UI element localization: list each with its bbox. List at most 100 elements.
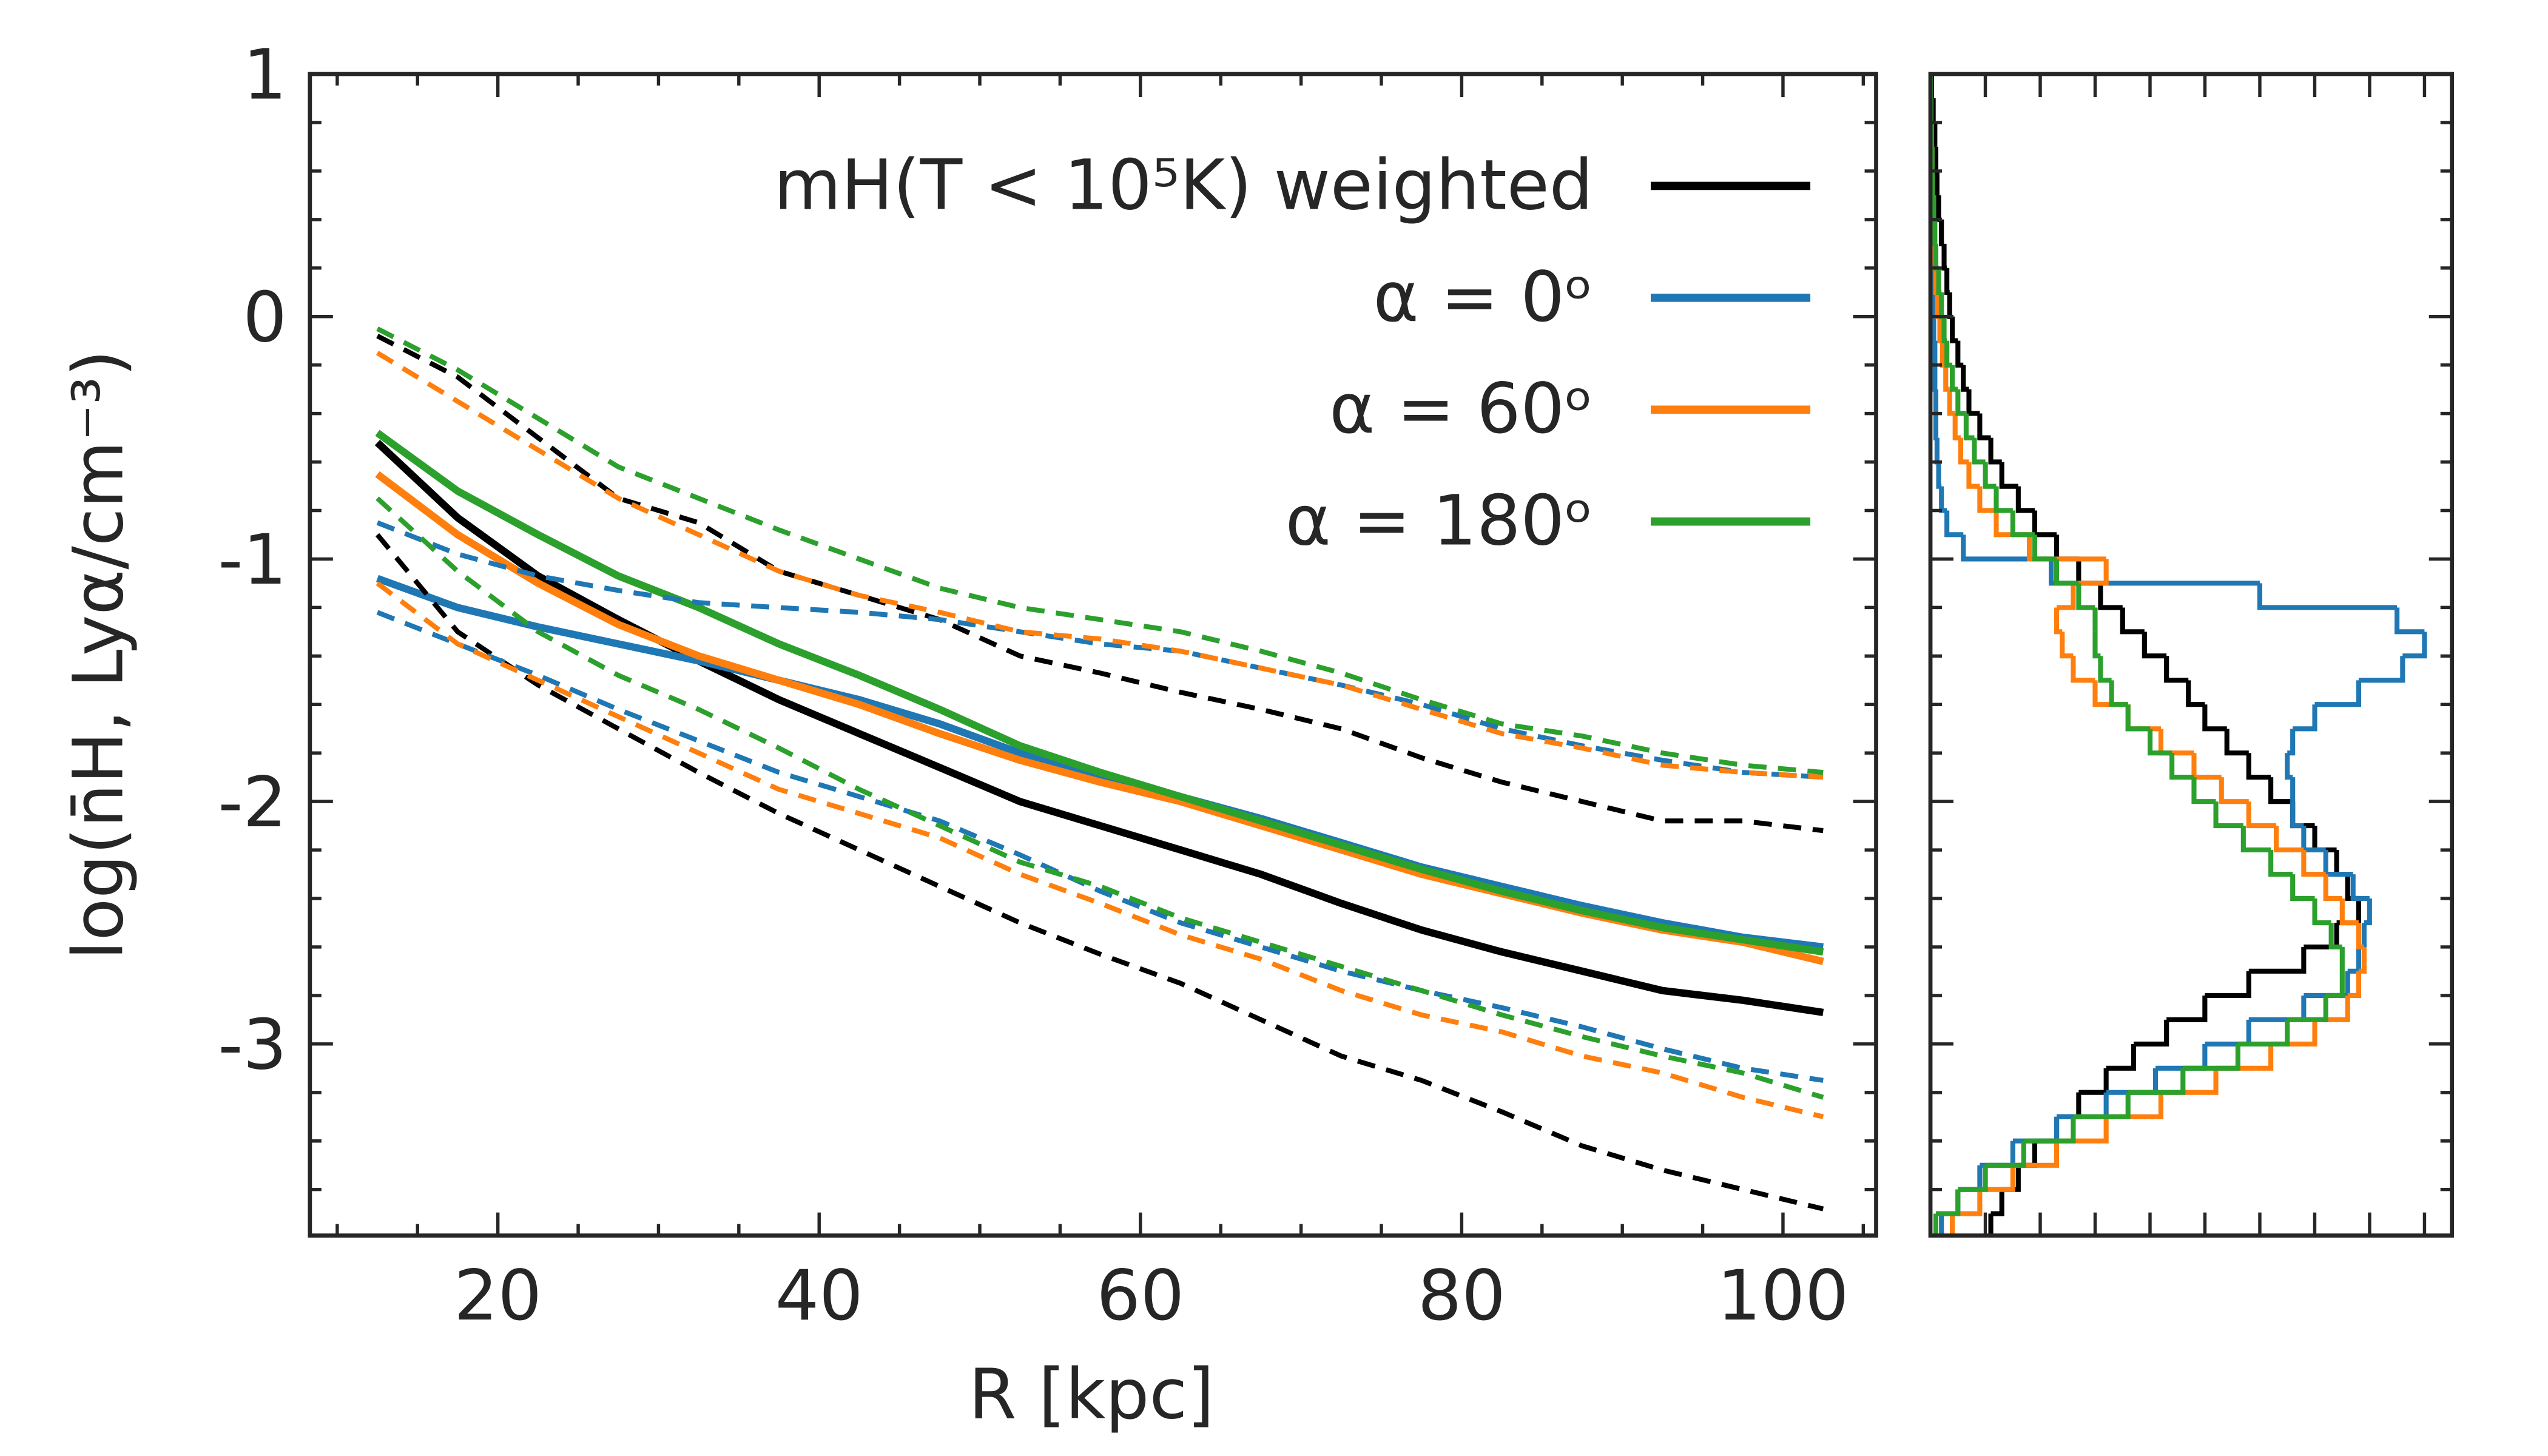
histogram-step [2191, 753, 2222, 780]
histogram-step [2076, 559, 2101, 586]
histogram-step [2142, 632, 2167, 659]
histogram-step [2287, 995, 2328, 1022]
histogram-step [1930, 171, 1935, 198]
histogram-step [2018, 1141, 2038, 1168]
histogram-step [2240, 826, 2271, 853]
histogram-step [1930, 1213, 1944, 1236]
histogram-step [1936, 195, 1942, 222]
histogram-step [1933, 243, 1939, 271]
series-line [376, 351, 1824, 780]
y-tick-label: -2 [218, 762, 287, 843]
histogram-step [1980, 1141, 2015, 1168]
histogram-step [1999, 462, 2018, 489]
histogram-step [2248, 995, 2307, 1022]
histogram-step [2312, 898, 2331, 926]
histogram-step [1952, 1189, 1983, 1216]
histogram-step [2054, 559, 2079, 586]
histogram-step [2202, 704, 2227, 732]
histogram-step [2001, 1165, 2021, 1192]
histogram-step [2125, 704, 2151, 732]
histogram-step [2323, 849, 2353, 877]
histogram-step [2246, 801, 2277, 829]
plot-frame [308, 72, 1878, 1238]
histogram-step [1930, 98, 1936, 126]
histogram-step [2054, 607, 2063, 635]
histogram-step [2155, 1043, 2208, 1071]
legend-label: α = 60ᵒ [1329, 368, 1593, 449]
legend-label: α = 0ᵒ [1373, 257, 1593, 337]
histogram-step [2098, 583, 2123, 610]
histogram-step [2098, 656, 2112, 683]
histogram-step [1972, 437, 1986, 465]
histogram-step [2164, 656, 2189, 683]
histogram-step [1937, 316, 1943, 343]
histogram-step [2073, 559, 2109, 586]
histogram-step [2012, 1116, 2060, 1144]
histogram-step [2106, 1043, 2137, 1071]
histogram-step [2071, 656, 2095, 683]
histogram-step [2216, 1043, 2274, 1071]
histogram-step [1930, 292, 1936, 319]
histogram-step [2125, 704, 2161, 732]
histogram-step [2183, 1043, 2240, 1071]
histogram-step [2268, 777, 2293, 804]
histogram-step [2356, 923, 2364, 950]
series-line [376, 581, 1824, 1119]
histogram-step [2160, 1068, 2219, 1095]
histogram-step [2274, 826, 2304, 853]
histogram-step [2323, 874, 2342, 902]
histogram-step [2287, 729, 2296, 756]
histogram-step [1977, 413, 1991, 440]
histogram-step [2257, 583, 2398, 610]
histogram-step [1955, 389, 1966, 416]
histogram-step [2205, 971, 2251, 999]
y-tick-label: -3 [218, 1005, 287, 1085]
histogram-step [1933, 146, 1939, 174]
histogram-step [2106, 1068, 2159, 1095]
y-tick-label: 0 [243, 277, 286, 357]
histogram-step [1932, 123, 1938, 149]
histogram-step [2224, 729, 2249, 756]
series-line [376, 610, 1824, 1083]
histogram-step [2402, 632, 2427, 659]
histogram-step [2358, 656, 2405, 683]
histogram-step [1941, 243, 1947, 271]
histogram-step [1966, 389, 1980, 416]
series-line [376, 575, 1824, 951]
histogram-step [1950, 316, 1958, 343]
histogram-step [2237, 1019, 2290, 1047]
histogram-step [2010, 510, 2035, 538]
histogram-step [1930, 1213, 1994, 1236]
y-axis-label: log(n̄H, Lyα/cm⁻³) [58, 349, 139, 960]
histogram-step [2285, 753, 2293, 780]
histogram-step [1990, 1189, 2004, 1216]
histogram-step [1958, 437, 1969, 465]
histogram-step [1935, 1189, 1961, 1216]
series-line [376, 326, 1824, 775]
histogram-step [2293, 704, 2317, 732]
histogram-step [2106, 1092, 2164, 1119]
histogram-step [1958, 1165, 1988, 1192]
histogram-step [2054, 534, 2079, 562]
histogram-step [1931, 316, 1936, 343]
histogram-step [2015, 486, 2035, 513]
histogram-step [2364, 898, 2372, 926]
histogram-step [1943, 365, 1950, 392]
histogram-step [2219, 777, 2249, 804]
histogram-step [2057, 583, 2076, 610]
histogram-step [2128, 1068, 2186, 1095]
histogram-step [2073, 1092, 2131, 1119]
histogram-step [2205, 1019, 2251, 1047]
histogram-step [2246, 753, 2271, 780]
histogram-step [2166, 995, 2208, 1022]
histogram-step [2314, 995, 2350, 1022]
histogram-step [2290, 801, 2315, 829]
histogram-step [2339, 898, 2359, 926]
histogram-step [1930, 1213, 1939, 1236]
histogram-step [1939, 292, 1944, 319]
y-tick-label: 1 [243, 35, 286, 115]
histogram-step [2120, 607, 2145, 635]
histogram-step [2158, 729, 2194, 756]
histogram-step [2076, 583, 2095, 610]
series-line [376, 334, 1824, 834]
